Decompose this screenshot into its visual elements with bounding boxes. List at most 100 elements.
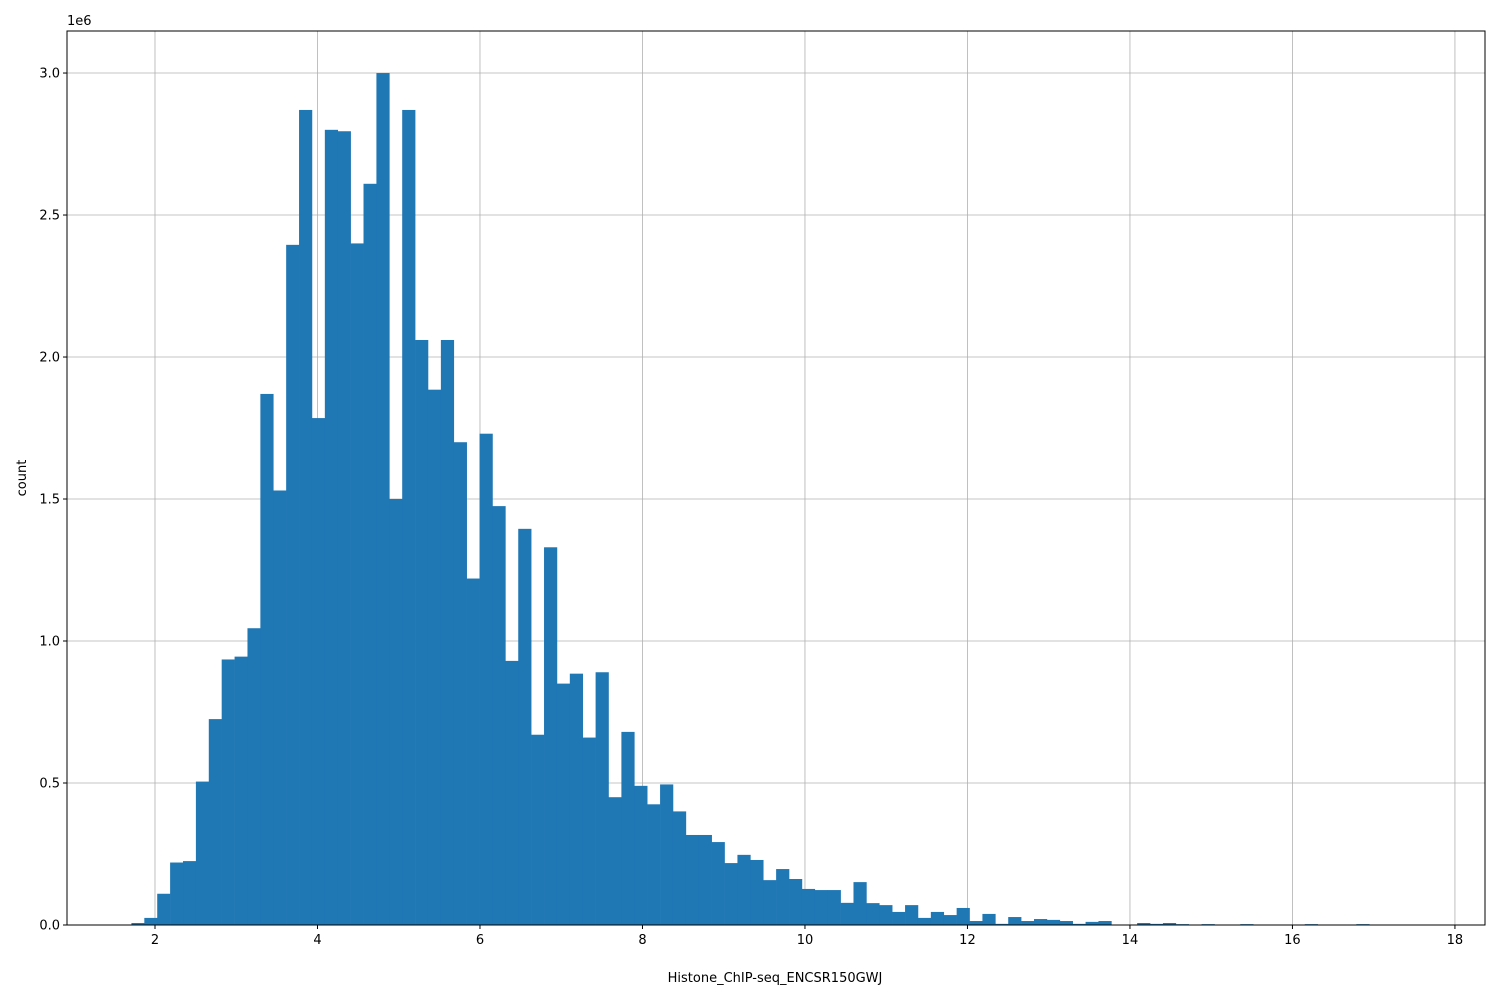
histogram-bar — [324, 129, 339, 925]
histogram-bar — [685, 834, 700, 925]
histogram-bar — [995, 923, 1009, 925]
histogram-bar — [737, 854, 751, 925]
histogram-bar — [286, 244, 300, 925]
histogram-bar — [956, 907, 970, 925]
histogram-bar — [273, 490, 287, 925]
histogram-bar — [183, 861, 197, 925]
histogram-bar — [840, 902, 854, 925]
histogram-bar — [1046, 919, 1061, 925]
histogram-bar — [905, 905, 919, 925]
histogram-bar — [1137, 923, 1151, 925]
histogram-bar — [892, 911, 906, 925]
x-axis-label: Histone_ChIP-seq_ENCSR150GWJ — [668, 971, 883, 986]
histogram-bar — [531, 734, 545, 925]
y-tick-label: 0.5 — [39, 777, 60, 792]
histogram-bar — [698, 834, 712, 925]
x-tick-label: 14 — [1122, 933, 1139, 948]
y-axis-label: count — [15, 460, 30, 497]
histogram-bar — [1072, 923, 1086, 925]
histogram-bar — [634, 785, 648, 925]
histogram-bar — [144, 917, 158, 925]
histogram-bar — [337, 131, 351, 925]
histogram-bar — [260, 393, 274, 926]
histogram-bar — [660, 784, 674, 925]
histogram-bar — [466, 578, 480, 925]
x-tick-label: 18 — [1447, 933, 1464, 948]
y-tick-label: 1.0 — [39, 635, 60, 650]
y-tick-label: 3.0 — [39, 67, 60, 82]
histogram-bar — [131, 923, 145, 925]
histogram-bar — [866, 903, 880, 925]
histogram-bar — [402, 109, 416, 926]
plot-frame — [66, 30, 1486, 926]
histogram-bar — [1162, 923, 1177, 925]
histogram-bar — [376, 73, 390, 925]
histogram-bar — [1059, 921, 1073, 925]
x-tick-label: 10 — [797, 933, 814, 948]
x-tick-label: 16 — [1284, 933, 1301, 948]
histogram-bar — [672, 811, 687, 925]
histogram-bar — [492, 506, 506, 925]
histogram-bar — [1033, 919, 1048, 925]
histogram-bar — [1098, 921, 1112, 925]
histogram-bar — [879, 905, 893, 925]
histogram-bar — [1008, 917, 1022, 925]
x-tick-label: 6 — [476, 933, 484, 948]
y-tick-label: 0.0 — [39, 919, 60, 934]
histogram-bar — [789, 878, 803, 925]
histogram-bar — [556, 683, 571, 925]
histogram-bar — [170, 862, 184, 925]
histogram-bar — [221, 659, 235, 925]
histogram-bar — [969, 921, 983, 925]
histogram-bar — [724, 863, 738, 925]
y-tick-label: 2.0 — [39, 351, 60, 366]
histogram-bar — [595, 672, 609, 925]
x-tick-label: 8 — [638, 933, 646, 948]
histogram-bar — [195, 781, 210, 925]
histogram-bar — [982, 913, 996, 925]
histogram-bar — [311, 418, 326, 925]
histogram-bar — [299, 109, 313, 926]
histogram-bar — [389, 499, 403, 925]
histogram-bar — [234, 656, 248, 925]
histogram-bar — [427, 389, 442, 925]
histogram-bar — [208, 719, 222, 925]
histogram-bar — [505, 660, 519, 925]
histogram-bar — [1085, 921, 1099, 925]
histogram-bar — [415, 339, 429, 925]
histogram-bar — [930, 911, 945, 925]
histogram-bar — [917, 917, 932, 925]
histogram-bar — [479, 433, 493, 925]
histogram-bar — [569, 673, 584, 925]
histogram-bar — [518, 528, 532, 925]
histogram-bar — [621, 731, 635, 925]
x-tick-label: 2 — [151, 933, 159, 948]
histogram-bar — [608, 797, 622, 925]
histogram-bar — [544, 547, 558, 925]
histogram-bar — [814, 890, 828, 925]
histogram-bar — [453, 442, 467, 925]
histogram-bar — [750, 859, 764, 925]
histogram-bar — [363, 183, 377, 926]
histogram-bar — [827, 890, 841, 925]
histogram-bar — [776, 869, 790, 925]
histogram-bar — [711, 842, 725, 925]
histogram-bar — [801, 888, 816, 925]
histogram-bar — [853, 882, 867, 925]
histogram-bar — [647, 804, 661, 925]
histogram-bar — [943, 915, 957, 925]
y-offset-label: 1e6 — [67, 14, 92, 29]
x-tick-label: 12 — [959, 933, 976, 948]
histogram-bar — [1021, 921, 1035, 925]
histogram-bar — [440, 339, 455, 925]
y-tick-label: 2.5 — [39, 209, 60, 224]
histogram-bar — [247, 628, 261, 925]
x-tick-label: 4 — [313, 933, 321, 948]
histogram-bar — [582, 737, 596, 925]
histogram-bar — [1150, 923, 1164, 925]
histogram-bar — [350, 243, 364, 926]
histogram-bar — [157, 893, 171, 925]
y-tick-label: 1.5 — [39, 493, 60, 508]
